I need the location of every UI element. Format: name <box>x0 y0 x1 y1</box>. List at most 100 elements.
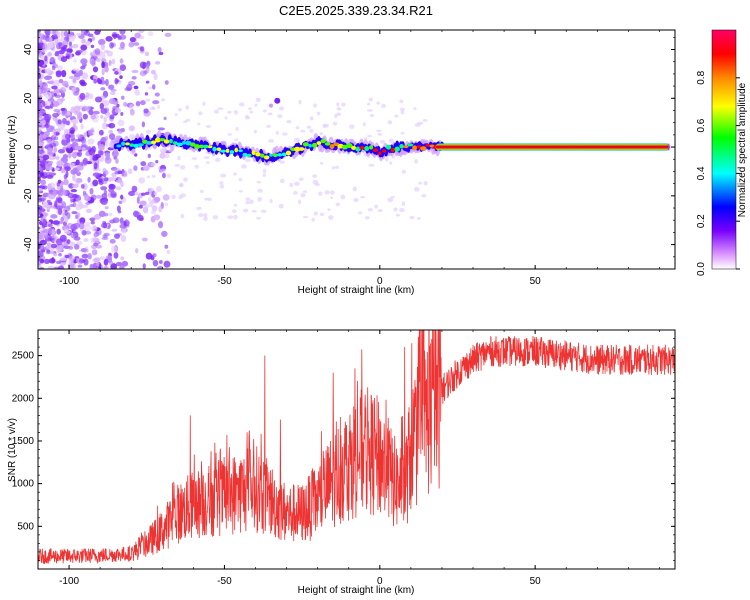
ridge-cell <box>377 151 382 156</box>
noise-dot <box>147 86 153 90</box>
noise-dot <box>100 43 105 51</box>
noise-dot <box>120 127 126 133</box>
noise-dot <box>78 69 83 76</box>
noise-dot <box>58 78 64 84</box>
ridge-cell <box>260 153 265 158</box>
noise-dot <box>163 154 170 159</box>
noise-dot <box>242 208 249 213</box>
noise-dot <box>111 228 118 232</box>
noise-dot <box>399 99 404 104</box>
noise-dot <box>139 200 147 206</box>
ridge-cell <box>212 146 217 152</box>
noise-dot <box>63 245 71 250</box>
noise-dot <box>40 179 47 186</box>
noise-dot <box>57 31 61 39</box>
noise-dot <box>414 123 421 127</box>
noise-dot <box>174 163 180 167</box>
ridge-cell <box>125 142 130 146</box>
x-tick-label: 0 <box>377 276 383 287</box>
noise-dot <box>156 105 161 109</box>
snr-series-line <box>38 330 675 565</box>
noise-dot <box>401 201 406 206</box>
noise-dot <box>161 230 168 238</box>
ridge-cell <box>425 143 430 147</box>
noise-dot <box>46 147 54 153</box>
noise-dot <box>104 66 109 73</box>
noise-dot <box>312 174 318 178</box>
noise-dot <box>202 101 206 106</box>
noise-dot <box>191 157 198 160</box>
noise-dot <box>93 257 101 263</box>
noise-dot <box>163 116 167 121</box>
noise-dot <box>203 213 208 218</box>
noise-dot <box>63 44 68 48</box>
noise-dot <box>421 194 427 198</box>
noise-dot <box>53 79 60 87</box>
noise-dot <box>100 87 106 91</box>
noise-dot <box>108 177 112 183</box>
noise-dot <box>46 174 54 180</box>
ridge-cell <box>247 153 252 158</box>
noise-dot <box>92 110 100 115</box>
noise-dot <box>132 210 139 217</box>
noise-dot <box>42 42 48 51</box>
noise-dot <box>60 56 68 63</box>
noise-dot <box>57 190 61 195</box>
noise-dot <box>43 258 50 265</box>
noise-dot <box>87 138 95 145</box>
noise-dot <box>66 142 72 149</box>
noise-dot <box>65 120 70 126</box>
noise-dot <box>294 137 300 143</box>
noise-dot <box>138 177 146 184</box>
noise-dot <box>198 111 203 116</box>
noise-dot <box>71 211 78 215</box>
x-tick-label: 0 <box>377 576 383 587</box>
noise-dot <box>38 149 45 154</box>
noise-dot <box>57 197 63 204</box>
noise-dot <box>235 127 239 132</box>
noise-dot <box>233 172 237 176</box>
noise-dot <box>180 165 186 170</box>
ridge-cell <box>281 152 287 157</box>
noise-dot <box>227 110 232 114</box>
noise-dot <box>103 258 109 266</box>
signal-ridge <box>113 130 671 166</box>
noise-dot <box>81 72 89 80</box>
noise-dot <box>57 65 63 71</box>
noise-dot <box>120 256 125 261</box>
noise-dot <box>64 112 72 117</box>
noise-dot <box>153 196 161 203</box>
noise-dot <box>119 64 127 72</box>
noise-dot <box>224 116 228 120</box>
noise-dot <box>328 215 334 220</box>
noise-dot <box>248 107 252 111</box>
noise-dot <box>47 41 54 49</box>
noise-dot <box>298 199 302 205</box>
noise-dot <box>302 190 308 193</box>
noise-dot <box>94 96 103 103</box>
noise-dot <box>251 209 257 213</box>
noise-dot <box>118 200 123 204</box>
noise-dot <box>68 75 76 80</box>
ridge-cell <box>302 142 309 147</box>
noise-dot <box>38 126 42 134</box>
noise-dot <box>72 173 76 182</box>
noise-dot <box>144 92 149 96</box>
noise-dot <box>146 63 150 69</box>
noise-dot <box>96 77 101 84</box>
noise-dot <box>57 119 62 125</box>
noise-dot <box>158 260 163 264</box>
noise-dot <box>266 124 271 128</box>
noise-dot <box>390 195 395 199</box>
noise-dot <box>67 192 74 199</box>
noise-dot <box>70 189 78 193</box>
noise-dot <box>239 102 245 107</box>
noise-dot <box>42 100 46 107</box>
noise-dot <box>268 139 275 143</box>
noise-dot <box>387 197 394 203</box>
noise-dot <box>80 58 88 65</box>
x-tick-label: -100 <box>59 576 79 587</box>
noise-dot <box>151 174 156 178</box>
noise-dot <box>38 264 42 269</box>
noise-dot <box>38 209 42 215</box>
